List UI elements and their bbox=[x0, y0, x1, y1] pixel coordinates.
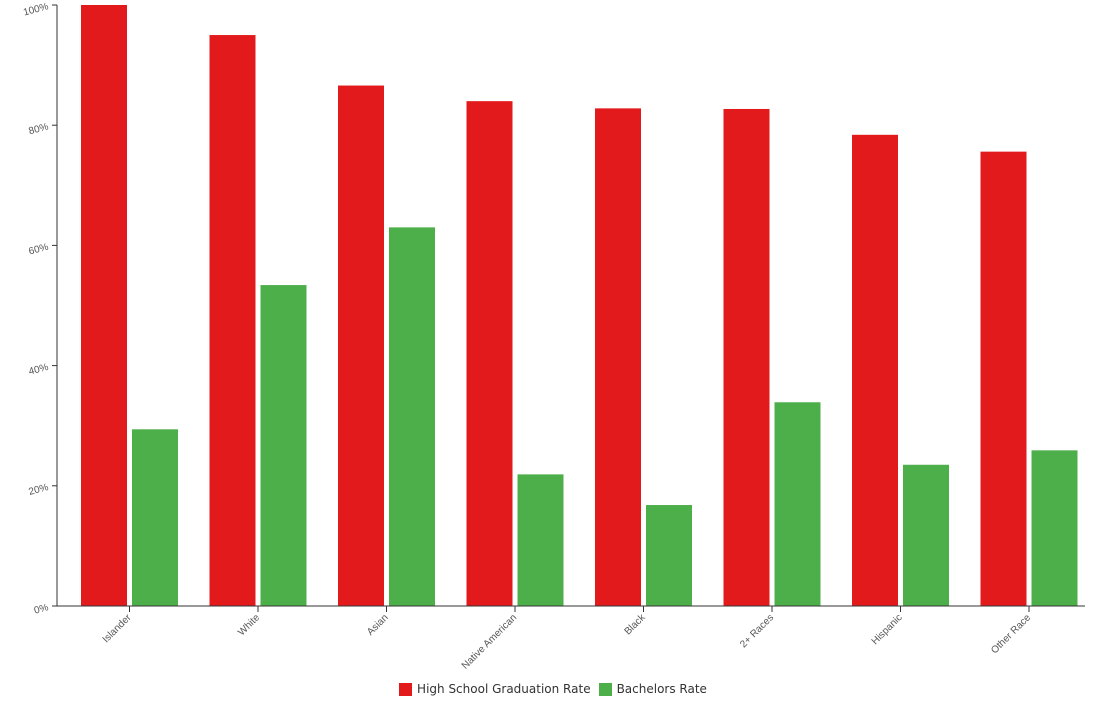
y-tick-label: 40% bbox=[28, 362, 50, 378]
legend-swatch-bachelors bbox=[598, 682, 612, 696]
legend-swatch-high-school bbox=[399, 682, 413, 696]
y-tick-label: 80% bbox=[28, 121, 50, 137]
x-category-label: Other Race bbox=[989, 612, 1033, 656]
x-category-label: Hispanic bbox=[870, 612, 905, 647]
bar-high-school-6[interactable] bbox=[852, 134, 898, 607]
bar-bachelors-1[interactable] bbox=[260, 285, 307, 606]
legend-item-bachelors[interactable]: Bachelors Rate bbox=[598, 682, 707, 696]
legend-label-high-school: High School Graduation Rate bbox=[417, 682, 591, 696]
y-axis-ticks: 0% 20% 40% 60% 80% 100% bbox=[22, 1, 57, 617]
bar-bachelors-3[interactable] bbox=[517, 474, 564, 606]
bar-high-school-4[interactable] bbox=[595, 108, 641, 606]
legend-item-high-school[interactable]: High School Graduation Rate bbox=[399, 682, 591, 696]
y-tick-label: 60% bbox=[28, 242, 50, 258]
bars-layer bbox=[81, 5, 1078, 607]
bar-high-school-2[interactable] bbox=[338, 85, 384, 606]
bar-high-school-5[interactable] bbox=[723, 108, 770, 607]
bar-bachelors-6[interactable] bbox=[903, 464, 949, 606]
x-category-label: White bbox=[236, 612, 262, 638]
bar-high-school-0[interactable] bbox=[81, 5, 127, 606]
bar-chart: 0% 20% 40% 60% 80% 100% Islander White Asian Nat… bbox=[22, 1, 1085, 672]
x-axis-ticks: Islander White Asian Native American Black 2+… bbox=[101, 606, 1033, 672]
bar-bachelors-0[interactable] bbox=[132, 429, 178, 606]
bar-high-school-3[interactable] bbox=[466, 101, 513, 606]
legend: High School Graduation Rate Bachelors Ra… bbox=[0, 682, 1106, 696]
x-category-label: Native American bbox=[460, 612, 519, 671]
x-category-label: Asian bbox=[365, 612, 390, 637]
legend-label-bachelors: Bachelors Rate bbox=[616, 682, 707, 696]
bar-bachelors-2[interactable] bbox=[389, 227, 435, 606]
bar-bachelors-4[interactable] bbox=[646, 505, 692, 606]
bar-bachelors-7[interactable] bbox=[1031, 450, 1078, 606]
bar-high-school-1[interactable] bbox=[209, 35, 256, 607]
y-tick-label: 20% bbox=[28, 482, 50, 498]
y-tick-label: 100% bbox=[22, 1, 50, 18]
bar-high-school-7[interactable] bbox=[980, 151, 1027, 607]
x-category-label: 2+ Races bbox=[738, 612, 776, 650]
x-category-label: Islander bbox=[101, 612, 134, 645]
bar-bachelors-5[interactable] bbox=[774, 402, 821, 606]
y-tick-label: 0% bbox=[33, 602, 50, 616]
x-category-label: Black bbox=[623, 612, 649, 638]
